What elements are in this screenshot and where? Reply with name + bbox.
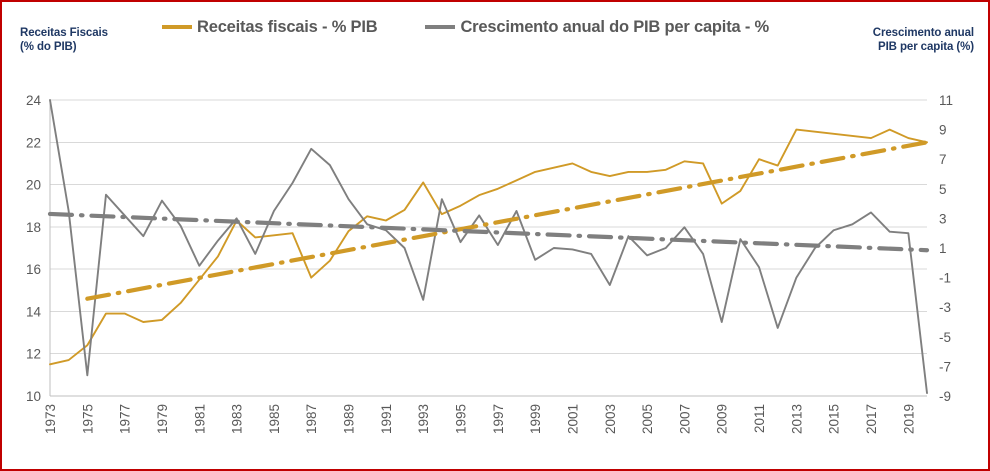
- y-axis-right-tick-label: 11: [939, 93, 953, 108]
- x-axis-tick-label: 1975: [80, 404, 95, 434]
- y-axis-right-tick-label: 3: [939, 211, 947, 226]
- y-axis-left-tick-label: 16: [26, 262, 41, 277]
- x-axis-tick-label: 1993: [416, 404, 431, 434]
- y-axis-right-tick-label: 1: [939, 241, 947, 256]
- x-axis-tick-label: 2011: [752, 404, 767, 433]
- legend-label: Crescimento anual do PIB per capita - %: [460, 17, 769, 36]
- x-axis-tick-label: 1987: [304, 404, 319, 434]
- legend-label: Receitas fiscais - % PIB: [197, 17, 378, 36]
- x-axis-tick-label: 2017: [864, 404, 879, 434]
- x-axis-tick-label: 1991: [379, 404, 394, 434]
- x-axis-tick-label: 1981: [192, 404, 207, 434]
- x-axis-tick-label: 1979: [155, 404, 170, 434]
- y-axis-right-tick-label: 7: [939, 152, 947, 167]
- x-axis-tick-label: 2007: [677, 404, 692, 434]
- y-axis-right-tick-label: -1: [939, 271, 951, 286]
- trend-line-crescimento-pib: [47, 211, 930, 253]
- y-axis-right-tick-label: -5: [939, 330, 951, 345]
- x-axis-tick-label: 2013: [789, 404, 804, 434]
- x-axis-tick-label: 1977: [118, 404, 133, 434]
- x-axis-tick-label: 1985: [267, 404, 282, 434]
- chart-legend: Receitas fiscais - % PIB Crescimento anu…: [162, 16, 769, 38]
- line-swatch-icon: [425, 25, 456, 29]
- y-axis-left-tick-label: 12: [26, 347, 41, 362]
- x-axis-tick-label: 2009: [715, 404, 730, 434]
- series-line-receitas-fiscais: [49, 128, 928, 366]
- x-axis-tick-label: 1995: [454, 404, 469, 434]
- y-axis-right-tick-label: -3: [939, 300, 951, 315]
- legend-item-receitas-fiscais[interactable]: Receitas fiscais - % PIB: [162, 17, 378, 37]
- y-axis-left-tick-label: 18: [26, 220, 41, 235]
- y-axis-right-title: Crescimento anual PIB per capita (%): [872, 27, 974, 53]
- legend-item-crescimento-pib[interactable]: Crescimento anual do PIB per capita - %: [425, 18, 769, 37]
- y-axis-right-tick-label: 5: [939, 182, 947, 197]
- y-axis-right-tick-label: 9: [939, 123, 947, 138]
- x-axis-tick-label: 2005: [640, 404, 655, 434]
- y-axis-left-tick-label: 22: [26, 135, 41, 150]
- x-axis-tick-label: 1989: [342, 404, 357, 434]
- x-axis-tick-label: 2001: [565, 404, 580, 434]
- y-axis-right-tick-label: -9: [939, 389, 951, 404]
- series-line-crescimento-pib: [49, 99, 928, 394]
- y-axis-left-title: Receitas Fiscais (% do PIB): [20, 27, 108, 53]
- y-axis-left-tick-label: 20: [26, 178, 41, 193]
- x-axis-tick-label: 1973: [43, 404, 58, 434]
- line-swatch-icon: [162, 25, 192, 29]
- y-axis-left-tick-label: 14: [26, 304, 42, 319]
- y-axis-right-tick-label: -7: [939, 359, 951, 374]
- x-axis-tick-label: 2015: [827, 404, 842, 434]
- x-axis-tick-label: 2019: [901, 404, 916, 434]
- y-axis-left-tick-label: 10: [26, 389, 41, 404]
- trend-line-receitas-fiscais: [85, 140, 930, 301]
- x-axis-tick-label: 2003: [603, 404, 618, 434]
- x-axis-tick-label: 1999: [528, 404, 543, 434]
- y-axis-left-tick-label: 24: [26, 93, 42, 108]
- x-axis-tick-label: 1997: [491, 404, 506, 434]
- x-axis-tick-label: 1983: [230, 404, 245, 434]
